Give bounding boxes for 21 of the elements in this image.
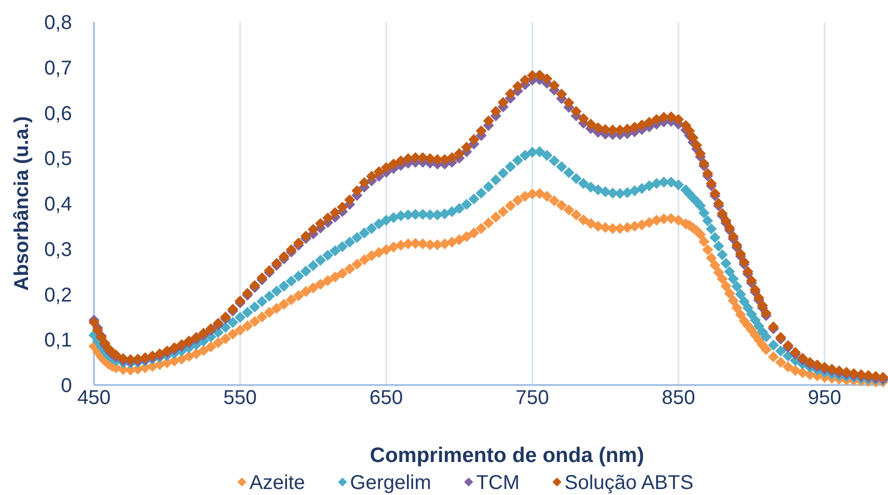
x-tick-label: 850 xyxy=(662,387,696,410)
y-tick-label: 0 xyxy=(60,375,72,397)
legend-label: Azeite xyxy=(249,472,306,494)
y-axis-title: Absorbância (u.a.) xyxy=(11,116,33,291)
x-tick-label: 750 xyxy=(516,387,550,410)
x-axis-title: Comprimento de onda (nm) xyxy=(370,444,644,467)
legend-label: Solução ABTS xyxy=(564,472,694,494)
x-tick-label: 650 xyxy=(370,387,403,410)
y-tick-label: 0,2 xyxy=(44,284,72,306)
x-tick-label: 550 xyxy=(223,387,257,410)
legend-label: TCM xyxy=(476,472,520,494)
x-tick-label: 450 xyxy=(77,387,111,410)
y-tick-label: 0,4 xyxy=(44,194,72,216)
x-tick-label: 950 xyxy=(808,387,842,410)
y-tick-label: 0,6 xyxy=(44,102,72,125)
y-tick-label: 0,1 xyxy=(44,330,72,352)
y-tick-label: 0,3 xyxy=(44,238,72,261)
y-tick-label: 0,8 xyxy=(44,12,72,34)
y-tick-label: 0,5 xyxy=(44,148,72,170)
y-tick-label: 0,7 xyxy=(44,57,72,80)
legend-label: Gergelim xyxy=(350,472,432,494)
